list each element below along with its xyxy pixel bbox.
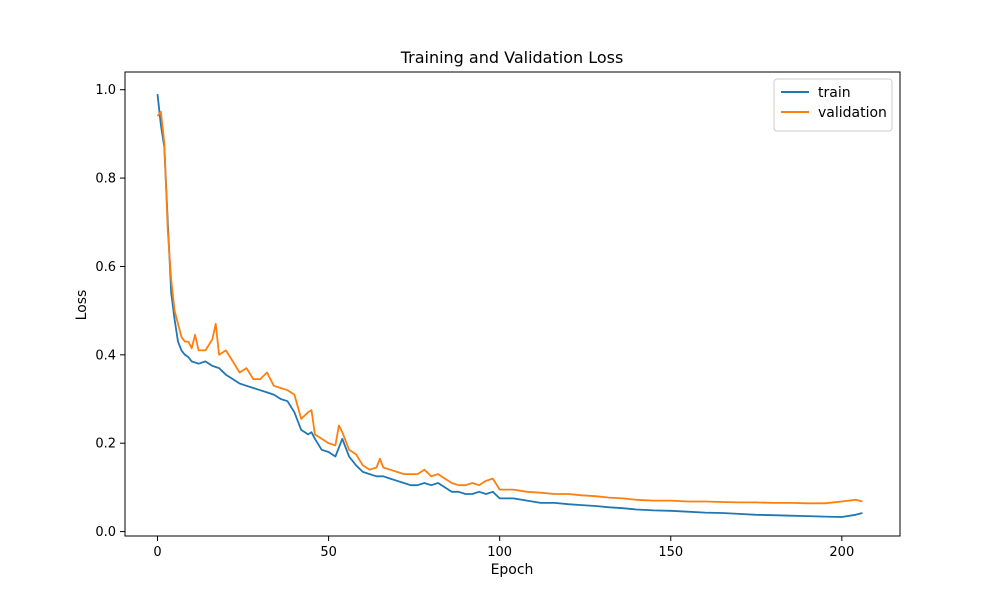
y-tick-label: 1.0	[95, 83, 116, 98]
x-tick-label: 0	[153, 545, 161, 560]
series-layer	[156, 94, 863, 518]
x-axis-label: Epoch	[491, 562, 534, 578]
series-line-validation	[156, 110, 863, 505]
y-axis-ticks: 0.0 0.2 0.4 0.6 0.8 1.0	[95, 83, 125, 540]
x-tick-label: 200	[829, 545, 854, 560]
chart-title: Training and Validation Loss	[400, 48, 624, 67]
legend-label-train: train	[818, 85, 851, 101]
y-tick-label: 0.4	[95, 348, 116, 363]
x-tick-label: 100	[487, 545, 512, 560]
y-tick-label: 0.0	[95, 525, 116, 540]
y-axis-label: Loss	[74, 290, 90, 321]
series-line-train	[156, 94, 863, 518]
y-tick-label: 0.6	[95, 260, 116, 275]
y-tick-label: 0.8	[95, 172, 116, 187]
y-tick-label: 0.2	[95, 437, 116, 452]
x-tick-label: 50	[320, 545, 337, 560]
plot-area	[124, 71, 901, 537]
x-axis-ticks: 0 50 100 150 200	[153, 536, 854, 560]
legend: train validation	[773, 78, 893, 132]
legend-label-validation: validation	[818, 105, 887, 121]
axes-frame	[124, 71, 901, 537]
x-tick-label: 150	[658, 545, 683, 560]
